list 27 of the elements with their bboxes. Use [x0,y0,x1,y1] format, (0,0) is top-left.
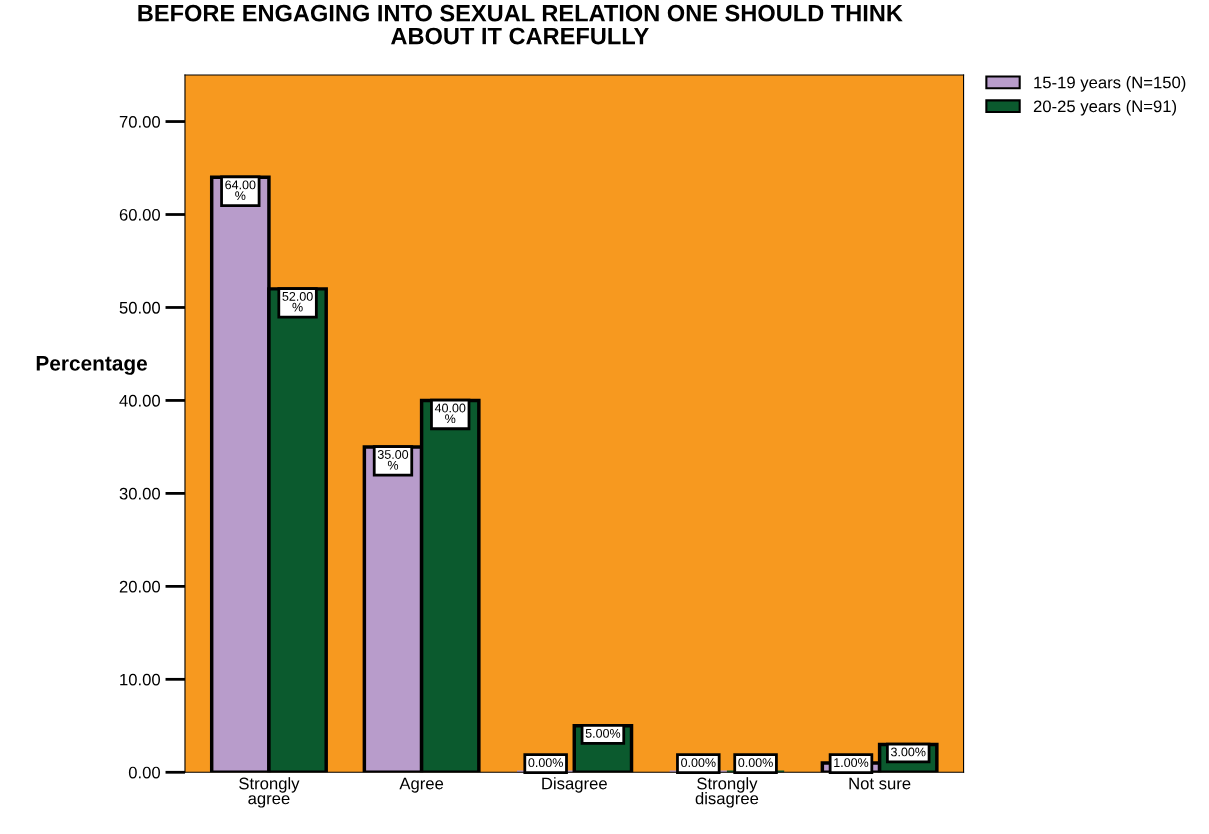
y-axis-title: Percentage [36,356,147,375]
data-label: 0.00% [528,758,563,768]
y-tick-label: 0.00 [128,766,161,779]
y-tick-label: 10.00 [120,673,161,686]
y-tick-label: 30.00 [119,487,161,500]
legend-label: 15-19 years (N=150) [1034,76,1186,92]
data-label: 1.00% [834,758,869,768]
y-tick-label: 70.00 [119,115,161,128]
x-tick-label: Disagree [542,777,607,793]
legend-label: 20-25 years (N=91) [1033,99,1177,116]
data-label: 5.00% [585,728,621,738]
data-label: 52.00 % [282,291,313,312]
data-label: 0.00% [738,758,773,768]
chart-title: BEFORE ENGAGING INTO SEXUAL RELATION ONE SHOULD THINK ABOUT IT CAREFULLY [138,4,903,45]
y-tick-label: 20.00 [119,580,161,593]
y-tick-label: 50.00 [119,301,161,314]
data-label: 64.00 % [225,180,256,200]
x-tick-label: Agree [399,777,444,793]
y-tick-label: 40.00 [119,394,161,407]
y-tick-label: 60.00 [119,208,161,221]
data-label: 40.00 % [434,403,466,424]
x-tick-label: Strongly agree [239,777,300,808]
data-label: 3.00% [890,747,926,757]
data-label: 35.00 % [377,450,409,470]
x-tick-label: Not sure [849,777,911,790]
x-tick-label: Strongly disagree [695,777,759,808]
data-label: 0.00% [681,758,716,768]
